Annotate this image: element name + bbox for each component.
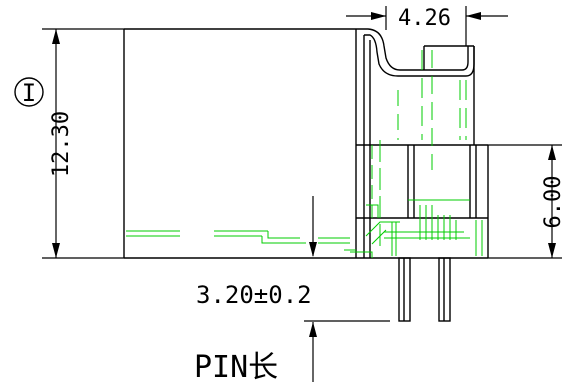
dim-text-pin-tolerance: 3.20±0.2 <box>196 281 312 309</box>
pin-length-indicator <box>304 196 390 382</box>
arrow-right-top <box>548 145 556 160</box>
circle-marker-ring <box>14 77 44 107</box>
circle-marker-text: I <box>22 79 36 107</box>
connector-body <box>123 28 489 322</box>
dimension-top-width <box>346 6 508 46</box>
dim-text-6-00: 6.00 <box>541 176 566 229</box>
circle-marker: I <box>14 77 44 107</box>
arrow-top-right <box>466 12 481 20</box>
arrow-left-bottom <box>52 243 60 258</box>
dim-text-4-26: 4.26 <box>398 6 451 31</box>
arrow-left-top <box>52 29 60 44</box>
dim-text-12-30: 12.30 <box>49 111 74 177</box>
arrow-right-bottom <box>548 243 556 258</box>
dimension-left-height <box>42 28 124 259</box>
dimension-right-height <box>488 144 562 259</box>
arrow-top-left <box>371 12 386 20</box>
pin-length-label: PIN长 <box>194 350 278 385</box>
hidden-lines <box>126 50 483 258</box>
